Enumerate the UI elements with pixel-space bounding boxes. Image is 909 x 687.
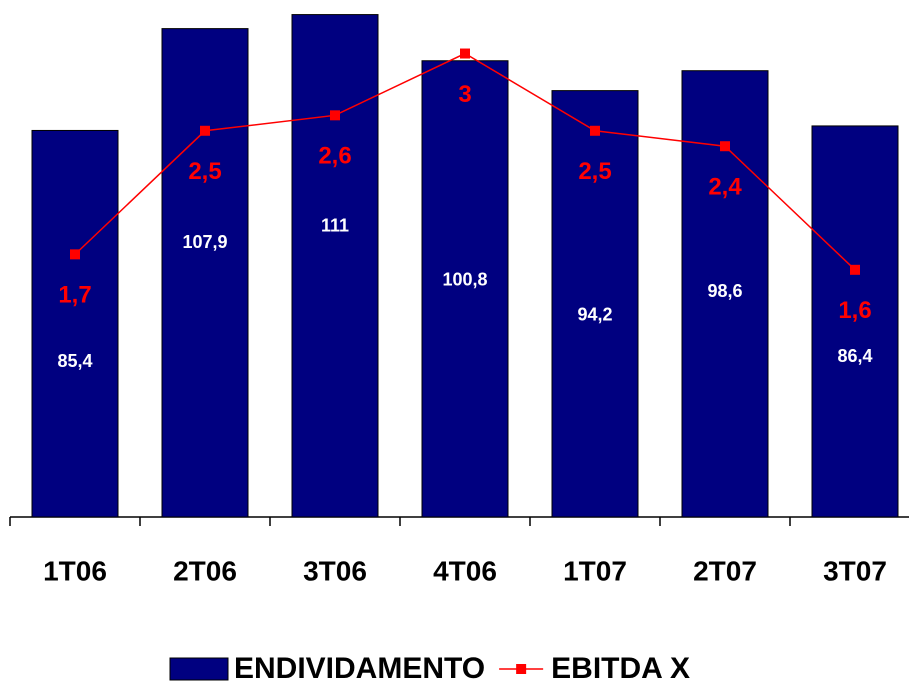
bar — [811, 125, 899, 518]
line-marker — [850, 264, 860, 275]
legend-label: ENDIVIDAMENTO — [234, 652, 485, 685]
line-marker — [460, 48, 470, 59]
bar-value-label: 98,6 — [707, 281, 742, 301]
x-tick-label: 2T07 — [693, 555, 757, 586]
bar — [31, 129, 119, 518]
x-tick-label: 3T06 — [303, 555, 367, 586]
legend-label: EBITDA X — [551, 652, 690, 685]
x-tick-label: 1T07 — [563, 555, 627, 586]
line-marker — [720, 141, 730, 152]
bar — [161, 28, 249, 518]
line-value-label: 1,6 — [838, 297, 871, 324]
bar-value-label: 94,2 — [577, 304, 612, 324]
line-value-label: 2,5 — [578, 158, 611, 185]
line-marker — [330, 110, 340, 121]
bar-value-label: 85,4 — [57, 351, 92, 371]
line-value-label: 2,6 — [318, 143, 351, 170]
line-marker — [200, 125, 210, 136]
x-tick-label: 4T06 — [433, 555, 497, 586]
bar-value-label: 100,8 — [442, 270, 487, 290]
bar-value-label: 107,9 — [182, 232, 227, 252]
line-marker — [70, 249, 80, 260]
x-tick-label: 1T06 — [43, 555, 107, 586]
line-value-label: 3 — [458, 81, 471, 108]
bar — [291, 14, 379, 518]
x-tick-label: 2T06 — [173, 555, 237, 586]
line-value-label: 2,5 — [188, 158, 221, 185]
x-tick-label: 3T07 — [823, 555, 887, 586]
bar — [551, 90, 639, 518]
legend-swatch — [169, 657, 229, 681]
bar — [421, 60, 509, 518]
legend-marker — [516, 664, 527, 674]
bar-value-label: 86,4 — [837, 346, 872, 366]
bar-value-label: 111 — [321, 215, 349, 235]
line-marker — [590, 125, 600, 136]
line-value-label: 1,7 — [58, 282, 91, 309]
line-value-label: 2,4 — [708, 174, 742, 201]
